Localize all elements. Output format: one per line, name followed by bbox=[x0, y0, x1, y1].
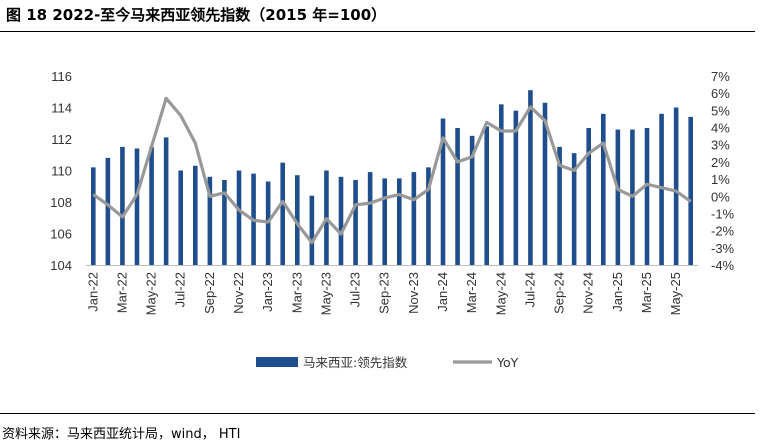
bar-Jun-25 bbox=[688, 116, 694, 265]
legend-bar-label: 马来西亚:领先指数 bbox=[303, 355, 408, 370]
bar-May-25 bbox=[673, 107, 679, 265]
x-tick-Jan-24: Jan-24 bbox=[435, 272, 450, 312]
y-left-tick-108: 108 bbox=[50, 195, 72, 210]
x-tick-Jan-22: Jan-22 bbox=[85, 272, 100, 312]
bar-Jun-23 bbox=[338, 176, 344, 265]
bar-May-22 bbox=[149, 146, 154, 266]
y-right-tick--4%: -4% bbox=[711, 258, 735, 273]
y-right-tick-6%: 6% bbox=[711, 86, 730, 101]
bar-Jan-25 bbox=[615, 129, 621, 265]
x-tick-Nov-23: Nov-23 bbox=[406, 272, 421, 314]
bar-Feb-22 bbox=[105, 157, 111, 265]
x-tick-Nov-24: Nov-24 bbox=[581, 272, 596, 314]
x-tick-Jul-23: Jul-23 bbox=[348, 272, 363, 307]
bar-Jan-24 bbox=[440, 118, 446, 265]
x-tick-Nov-22: Nov-22 bbox=[231, 272, 246, 314]
bar-Jul-23 bbox=[353, 179, 358, 265]
x-tick-Jan-25: Jan-25 bbox=[610, 272, 625, 312]
bar-Aug-22 bbox=[192, 165, 198, 265]
y-right-tick--2%: -2% bbox=[711, 224, 735, 239]
y-right-tick-2%: 2% bbox=[711, 155, 730, 170]
bar-Feb-24 bbox=[455, 127, 460, 265]
y-left-tick-114: 114 bbox=[51, 101, 72, 116]
x-tick-Mar-24: Mar-24 bbox=[464, 272, 479, 313]
y-left-tick-106: 106 bbox=[50, 227, 72, 242]
bar-Sep-24 bbox=[557, 146, 562, 266]
y-right-tick-4%: 4% bbox=[711, 121, 730, 136]
bar-Mar-23 bbox=[294, 175, 300, 265]
bar-Sep-22 bbox=[207, 176, 213, 265]
bar-Jul-22 bbox=[178, 170, 184, 265]
bar-Apr-22 bbox=[134, 148, 140, 265]
y-right-tick-0%: 0% bbox=[711, 189, 730, 204]
y-left-tick-104: 104 bbox=[50, 258, 72, 273]
x-tick-May-22: May-22 bbox=[144, 272, 159, 315]
y-right-tick--3%: -3% bbox=[711, 241, 735, 256]
bar-Oct-22 bbox=[222, 179, 227, 265]
y-left-tick-112: 112 bbox=[51, 132, 72, 147]
bar-Jan-22 bbox=[90, 167, 96, 265]
top-rule bbox=[0, 31, 755, 32]
bar-Nov-22 bbox=[236, 170, 242, 265]
x-tick-May-24: May-24 bbox=[493, 272, 508, 315]
x-tick-Sep-23: Sep-23 bbox=[377, 272, 392, 314]
x-tick-Jul-24: Jul-24 bbox=[522, 272, 537, 307]
y-right-tick-1%: 1% bbox=[711, 172, 730, 187]
source-note: 资料来源：马来西亚统计局，wind， HTI bbox=[2, 427, 241, 442]
bar-Mar-22 bbox=[120, 146, 125, 266]
bar-Aug-23 bbox=[367, 172, 373, 265]
x-tick-May-25: May-25 bbox=[668, 272, 683, 315]
yoy-line bbox=[92, 96, 692, 245]
bar-May-24 bbox=[498, 104, 504, 265]
x-tick-Sep-24: Sep-24 bbox=[552, 272, 567, 314]
bar-Aug-24 bbox=[542, 102, 548, 265]
bar-Jul-24 bbox=[528, 90, 533, 266]
bar-Oct-24 bbox=[571, 153, 577, 265]
y-right-tick-3%: 3% bbox=[711, 138, 730, 153]
legend-line-label: YoY bbox=[496, 355, 519, 370]
bar-Apr-24 bbox=[484, 126, 490, 266]
x-tick-May-23: May-23 bbox=[318, 272, 333, 315]
bar-Jun-22 bbox=[163, 137, 169, 265]
bar-Jun-24 bbox=[513, 110, 519, 266]
x-tick-Jul-22: Jul-22 bbox=[173, 272, 188, 307]
bar-Mar-24 bbox=[469, 135, 475, 265]
bottom-rule bbox=[0, 413, 755, 414]
bar-Nov-24 bbox=[586, 127, 592, 265]
figure-title: 图 18 2022-至今马来西亚领先指数（2015 年=100） bbox=[6, 6, 387, 24]
x-tick-Sep-22: Sep-22 bbox=[202, 272, 217, 314]
bar-Nov-23 bbox=[411, 172, 417, 265]
x-tick-Mar-22: Mar-22 bbox=[114, 272, 129, 313]
bar-Oct-23 bbox=[396, 178, 402, 266]
bar-Mar-25 bbox=[644, 127, 650, 265]
legend-bar-swatch bbox=[256, 357, 298, 367]
bar-Feb-23 bbox=[280, 162, 286, 266]
bar-Apr-23 bbox=[309, 195, 315, 265]
y-right-tick--1%: -1% bbox=[711, 206, 735, 221]
x-tick-Mar-25: Mar-25 bbox=[639, 272, 654, 313]
x-tick-Mar-23: Mar-23 bbox=[289, 272, 304, 313]
x-tick-Jan-23: Jan-23 bbox=[260, 272, 275, 312]
bar-Sep-23 bbox=[382, 178, 388, 266]
bar-Dec-23 bbox=[426, 167, 431, 265]
bar-Dec-24 bbox=[600, 113, 606, 265]
bar-Apr-25 bbox=[659, 113, 664, 265]
y-right-tick-7%: 7% bbox=[711, 69, 730, 84]
y-left-tick-110: 110 bbox=[51, 164, 72, 179]
y-right-tick-5%: 5% bbox=[711, 103, 730, 118]
y-left-tick-116: 116 bbox=[51, 69, 72, 84]
